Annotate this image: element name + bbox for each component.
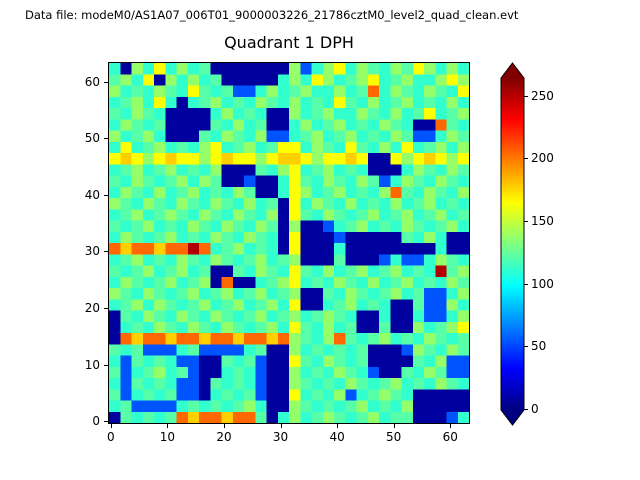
y-tick-mark [104,251,108,253]
colorbar-tick-label: 150 [531,214,554,229]
x-tick-label: 50 [386,430,402,444]
y-tick-mark [104,81,108,83]
x-tick-mark [110,424,112,428]
heatmap-plot [108,62,470,424]
x-tick-mark [223,424,225,428]
y-tick-label: 50 [84,131,100,146]
x-tick-mark [280,424,282,428]
y-tick-label: 60 [84,74,100,89]
colorbar-tick-label: 100 [531,276,554,291]
colorbar-tick-mark [524,409,528,410]
x-tick-label: 10 [159,430,176,444]
colorbar-tick-label: 50 [531,339,547,354]
y-tick-mark [104,308,108,310]
colorbar-tick-mark [524,283,528,285]
x-tick-mark [393,424,395,428]
x-tick-mark [450,424,452,428]
colorbar [500,62,525,426]
chart-title: Quadrant 1 DPH [224,33,354,52]
x-tick-label: 30 [272,430,289,444]
colorbar-tick-mark [524,221,528,223]
y-tick-label: 10 [84,357,100,372]
x-tick-label: 0 [107,430,115,444]
colorbar-tick-mark [524,158,528,160]
data-file-label: Data file: modeM0/AS1A07_006T01_90000032… [25,8,519,22]
y-tick-mark [104,421,108,423]
colorbar-gradient [500,62,525,426]
y-tick-label: 20 [84,301,100,316]
y-tick-mark [104,138,108,140]
x-tick-label: 40 [329,430,345,444]
colorbar-tick-label: 200 [531,151,554,166]
x-tick-label: 20 [216,430,232,444]
y-tick-label: 40 [84,187,100,202]
colorbar-tick-label: 250 [531,88,554,103]
x-tick-mark [337,424,339,428]
colorbar-tick-label: 0 [531,402,539,416]
y-tick-label: 30 [84,244,100,259]
x-tick-mark [167,424,169,428]
y-tick-label: 0 [92,414,100,429]
x-tick-label: 60 [442,430,458,444]
y-tick-mark [104,194,108,196]
colorbar-tick-mark [524,346,528,348]
y-tick-mark [104,364,108,366]
colorbar-tick-mark [524,95,528,97]
heatmap-canvas [109,63,469,423]
